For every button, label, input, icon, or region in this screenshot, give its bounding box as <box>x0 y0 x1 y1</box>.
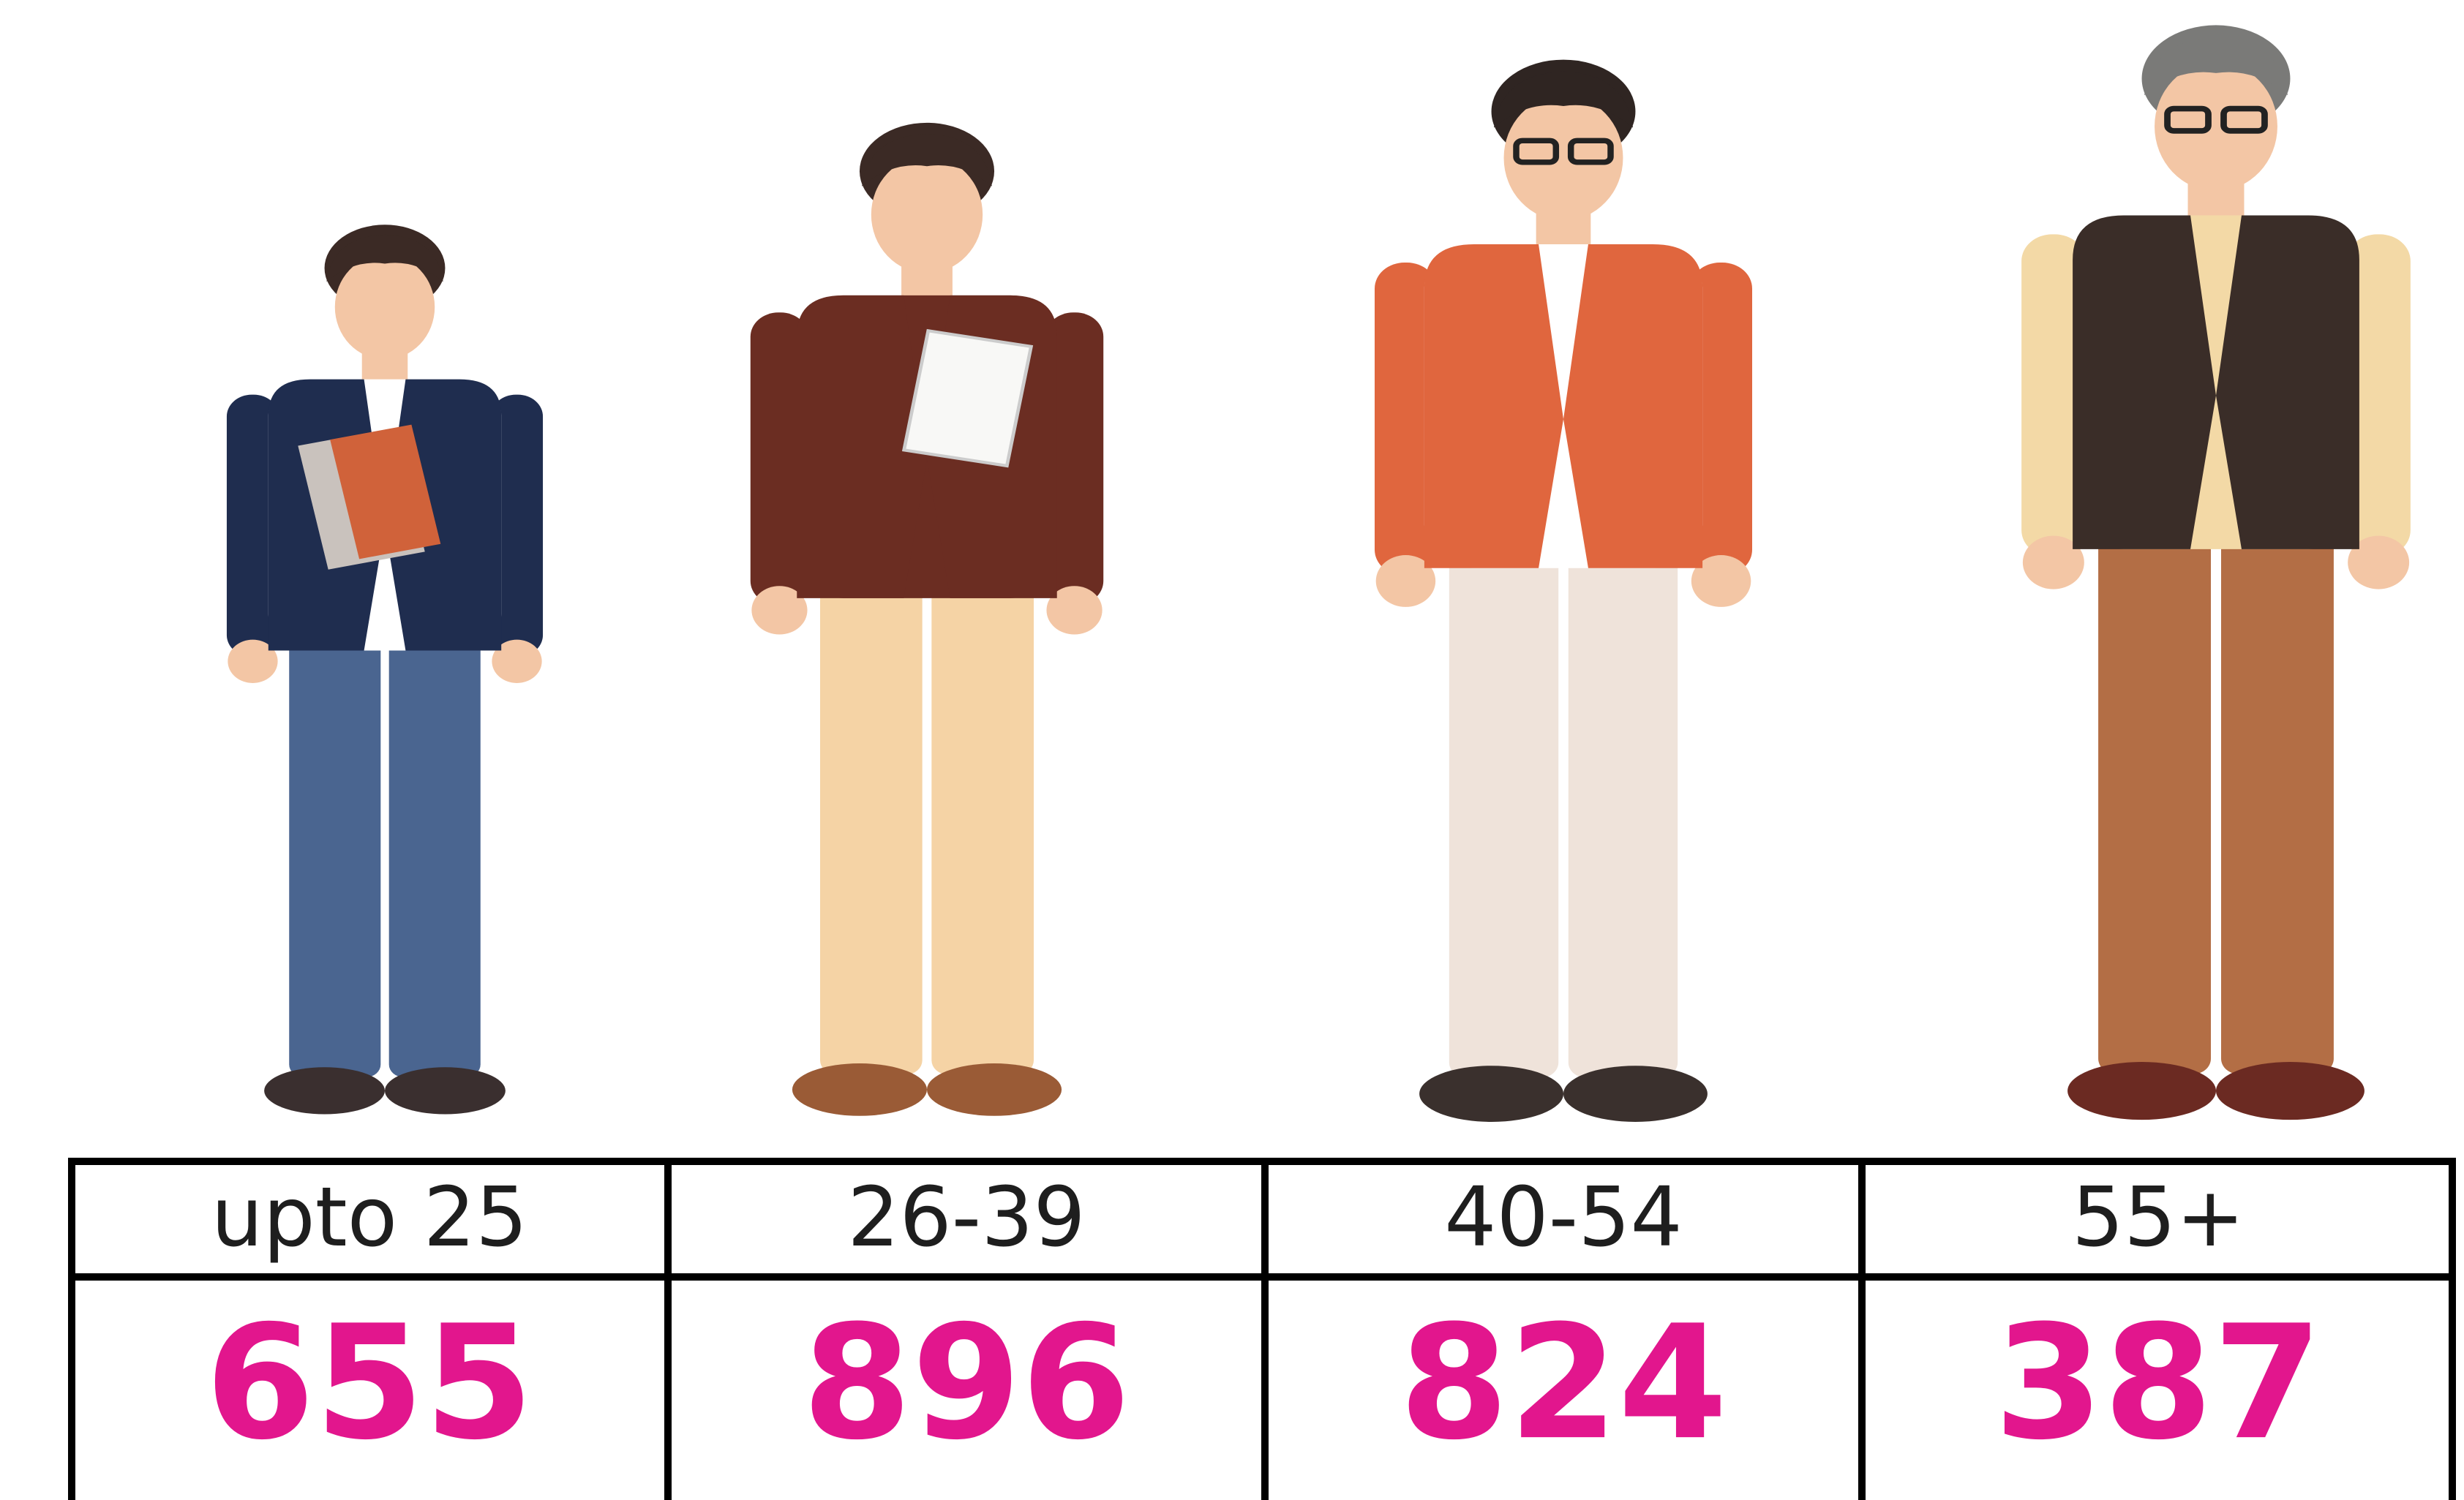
right-arm <box>490 394 544 657</box>
fringe <box>862 134 992 186</box>
left-arm <box>750 312 809 606</box>
right-leg <box>388 625 481 1077</box>
left-arm <box>1374 263 1437 576</box>
left-hand <box>1375 555 1436 607</box>
face <box>1503 95 1623 221</box>
people-illustrations <box>226 25 2411 1122</box>
fringe <box>1493 71 1634 128</box>
face <box>871 156 983 274</box>
left-shoe <box>2067 1062 2216 1120</box>
age-table <box>68 1158 2456 1500</box>
age-group-label: 26-39 <box>847 1170 1085 1265</box>
glasses <box>1513 137 1560 165</box>
person <box>2021 25 2411 1120</box>
jacket <box>2073 215 2359 549</box>
left-hand <box>751 586 808 635</box>
right-shoe <box>385 1067 506 1115</box>
table-cells: upto 25 26-39 40-54 55+ 655 896 824 387 <box>206 1170 2323 1474</box>
right-arm <box>1045 312 1104 606</box>
fringe <box>326 234 443 282</box>
left-hand <box>228 639 278 683</box>
left-leg <box>1449 538 1559 1078</box>
paper <box>901 328 1034 468</box>
left-shoe <box>264 1067 385 1115</box>
age-group-label: upto 25 <box>211 1170 528 1265</box>
right-leg <box>931 570 1034 1075</box>
fringe <box>2144 37 2288 96</box>
count-value: 387 <box>1994 1291 2323 1474</box>
glasses <box>2164 105 2212 134</box>
right-arm <box>1690 263 1753 576</box>
left-shoe <box>1419 1066 1563 1122</box>
left-arm <box>226 394 279 657</box>
face <box>334 255 435 360</box>
right-shoe <box>927 1063 1062 1116</box>
age-group-label: 55+ <box>2072 1170 2245 1265</box>
left-shoe <box>792 1063 927 1116</box>
left-leg <box>819 570 923 1075</box>
right-leg <box>2220 518 2334 1074</box>
face <box>2155 61 2277 192</box>
right-shoe <box>1563 1066 1708 1122</box>
left-leg <box>2098 518 2212 1074</box>
count-value: 824 <box>1400 1291 1728 1474</box>
person <box>750 122 1104 1116</box>
right-hand <box>1691 555 1751 607</box>
count-value: 655 <box>206 1291 534 1474</box>
glasses <box>2220 105 2268 134</box>
book <box>330 424 441 559</box>
right-hand <box>492 639 542 683</box>
glasses <box>1567 137 1614 165</box>
person <box>226 225 544 1115</box>
right-arm <box>2346 234 2411 557</box>
right-hand <box>1046 586 1103 635</box>
left-arm <box>2021 234 2086 557</box>
right-leg <box>1568 538 1678 1078</box>
age-group-label: 40-54 <box>1444 1170 1682 1265</box>
person <box>1374 59 1753 1122</box>
count-value: 896 <box>803 1291 1131 1474</box>
jacket <box>1424 244 1703 568</box>
right-hand <box>2348 535 2410 589</box>
left-leg <box>289 625 381 1077</box>
left-hand <box>2022 535 2084 589</box>
right-shoe <box>2216 1062 2365 1120</box>
